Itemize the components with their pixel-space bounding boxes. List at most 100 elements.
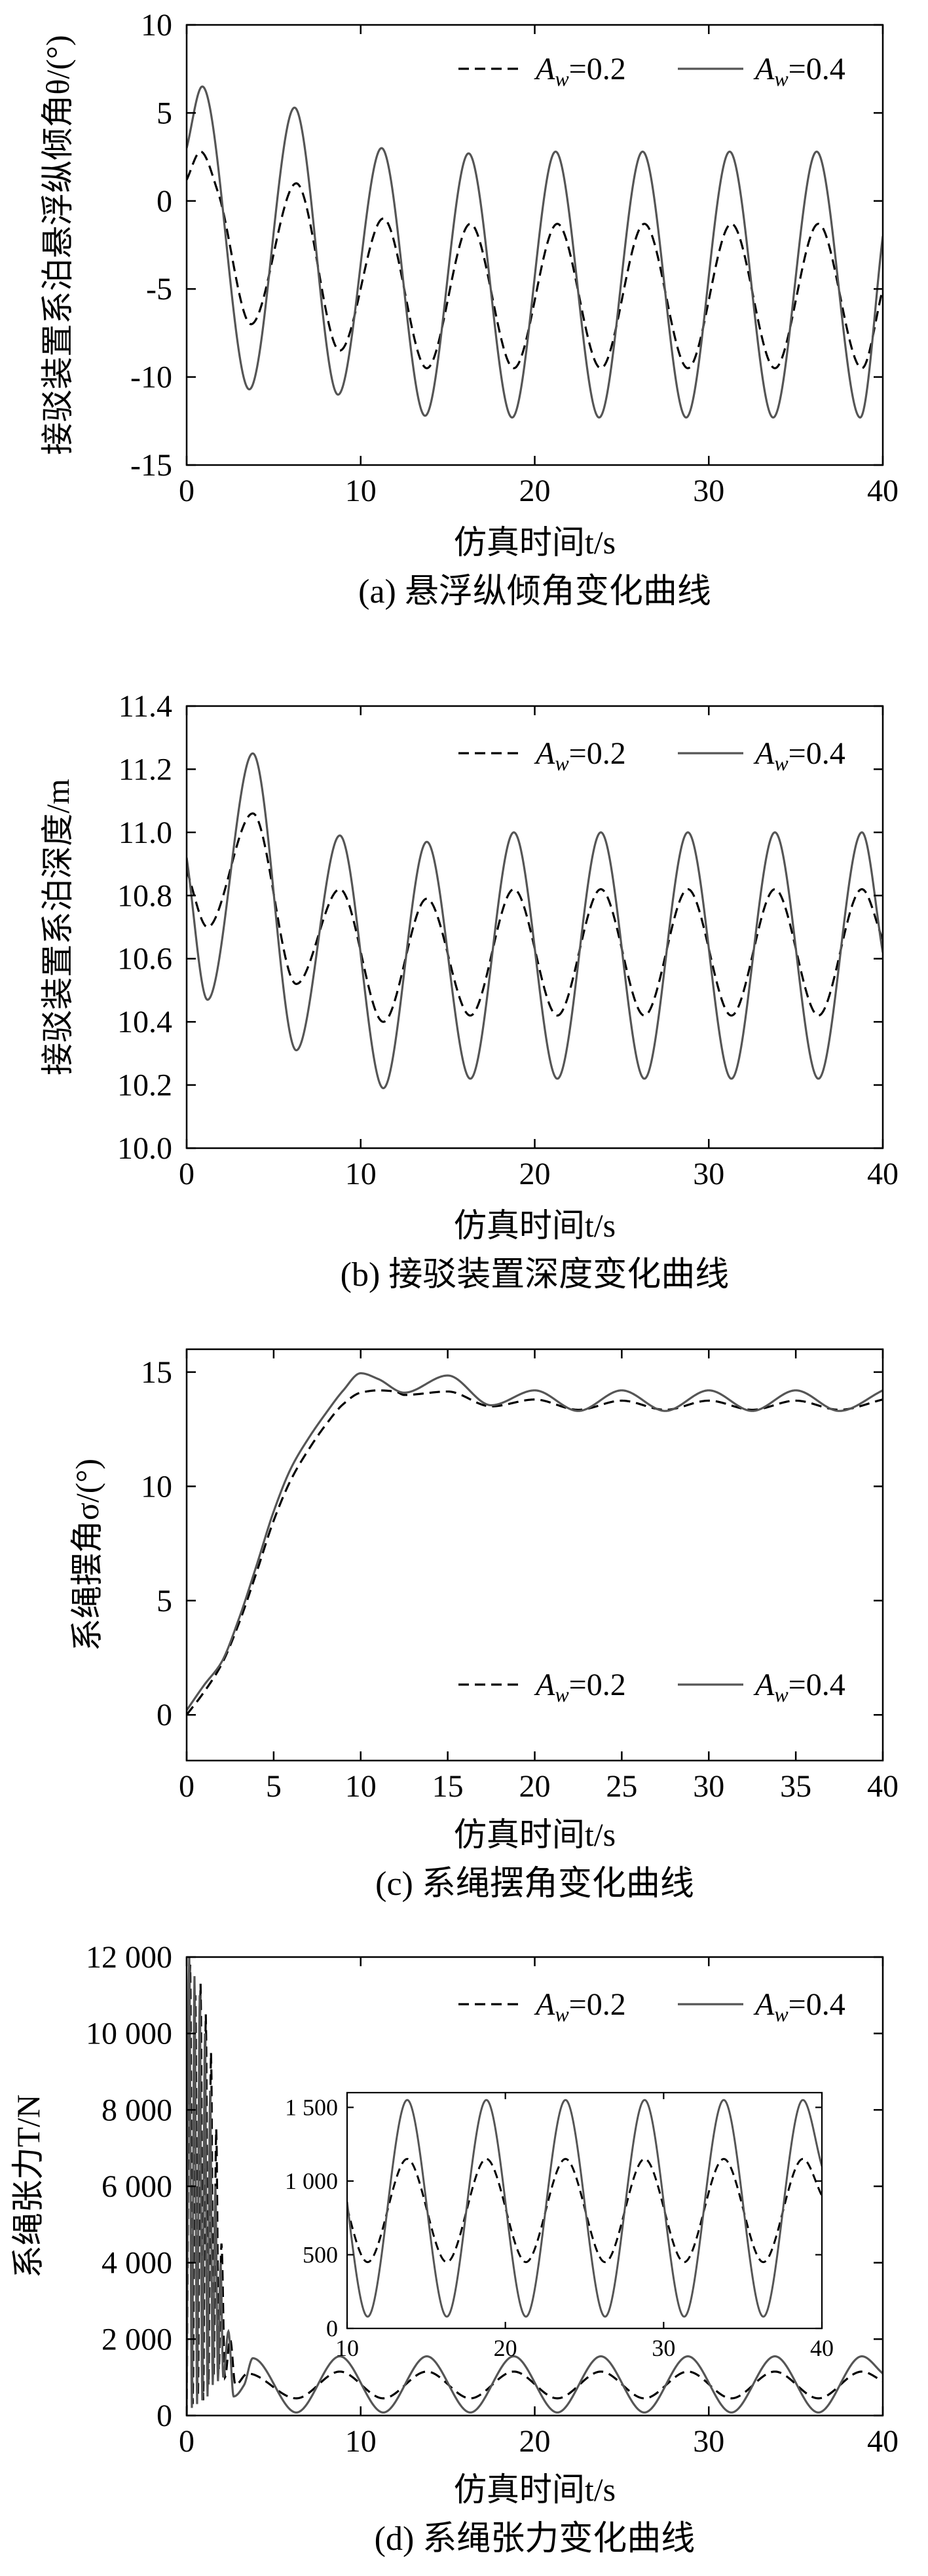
inset-chart: 10 20 30 40 0 500 1 000 1 500 (285, 2091, 834, 2361)
series-line-aw-0-4 (187, 1372, 883, 1711)
legend-item-aw-0-2: Aw=0.2 (458, 1987, 626, 2026)
y-tick-label: 11.0 (119, 815, 172, 850)
x-tick-label: 10 (345, 474, 377, 508)
y-tick-label: 10.6 (117, 942, 172, 977)
legend: Aw=0.2 Aw=0.4 (458, 1668, 845, 1706)
legend-symbol: A (534, 1668, 555, 1702)
x-tick-label: 20 (519, 474, 551, 508)
y-tick-label: 0 (157, 2399, 172, 2433)
series-line-aw-0-4 (187, 1957, 883, 2416)
y-tick-label: 12 000 (86, 1940, 172, 1975)
y-axis-title: 接驳装置系泊深度/m (39, 779, 76, 1075)
legend-label: Aw=0.2 (534, 1987, 626, 2026)
y-tick-label: 10.2 (117, 1068, 172, 1103)
legend-subscript: w (774, 751, 789, 775)
x-tick-label: 0 (179, 1769, 195, 1804)
x-tick-label: 40 (867, 1769, 899, 1804)
legend-value: =0.4 (789, 52, 845, 86)
y-tick-label: 2 000 (102, 2322, 172, 2357)
inset-frame (346, 2091, 823, 2330)
legend-symbol: A (534, 736, 555, 771)
inset-x-tick-label: 40 (810, 2335, 834, 2361)
x-tick-label: 30 (693, 1157, 724, 1191)
x-tick-label: 10 (345, 1157, 377, 1191)
y-tick-label: 6 000 (102, 2169, 172, 2204)
x-axis-title: 仿真时间t/s (454, 1207, 616, 1244)
y-axis-title: 系绳摆角σ/(°) (69, 1459, 105, 1651)
legend-subscript: w (555, 751, 569, 775)
inset-y-tick-label: 1 000 (285, 2168, 338, 2194)
legend-subscript: w (774, 2002, 789, 2026)
x-tick-label: 30 (693, 474, 724, 508)
y-tick-label: 0 (157, 184, 172, 219)
y-tick-label: 10.4 (117, 1005, 172, 1039)
y-tick-label: 5 (157, 1584, 172, 1618)
legend-symbol: A (753, 1987, 775, 2022)
y-tick-label: 5 (157, 96, 172, 130)
x-tick-label: 30 (693, 1769, 724, 1804)
legend-label: Aw=0.2 (534, 52, 626, 90)
y-tick-label: 8 000 (102, 2093, 172, 2127)
legend-value: =0.4 (789, 1987, 845, 2022)
series-line-aw-0-2 (187, 1389, 883, 1716)
legend-subscript: w (774, 1683, 789, 1706)
y-tick-label: 10 000 (86, 2017, 172, 2051)
x-tick-label: 30 (693, 2424, 724, 2459)
x-axis-title: 仿真时间t/s (454, 1816, 616, 1853)
legend-value: =0.4 (789, 736, 845, 771)
x-tick-label: 40 (867, 2424, 899, 2459)
series-line-aw-0-4 (187, 752, 883, 1090)
y-tick-label: 4 000 (102, 2246, 172, 2281)
x-tick-label: 0 (179, 2424, 195, 2459)
x-axis-title: 仿真时间t/s (454, 2471, 616, 2508)
legend-value: =0.2 (569, 52, 626, 86)
legend-item-aw-0-4: Aw=0.4 (678, 52, 845, 90)
plot-frame (185, 24, 884, 466)
y-tick-label: 10.0 (117, 1131, 172, 1166)
inset-x-tick-label: 30 (652, 2335, 675, 2361)
legend-item-aw-0-2: Aw=0.2 (458, 52, 626, 90)
x-tick-label: 20 (519, 1157, 551, 1191)
y-tick-label: -15 (130, 448, 172, 483)
legend-value: =0.4 (789, 1668, 845, 1702)
legend-symbol: A (753, 52, 775, 86)
y-tick-label: 15 (141, 1355, 172, 1390)
chart-2: 0 10 20 30 40 10.0 10.2 10.4 10.6 10.8 11.0 11.2 11.… (39, 689, 899, 1294)
legend-symbol: A (753, 736, 775, 771)
legend-symbol: A (534, 1987, 555, 2022)
y-tick-label: -10 (130, 360, 172, 395)
subfigure-caption: (c) 系绳摆角变化曲线 (375, 1865, 694, 1903)
legend-item-aw-0-4: Aw=0.4 (678, 1668, 845, 1706)
legend-subscript: w (555, 1683, 569, 1706)
legend-label: Aw=0.4 (753, 1987, 845, 2026)
inset-y-tick-label: 0 (326, 2315, 338, 2342)
chart-3: 0 5 10 15 20 25 30 35 40 0 5 10 15 系绳摆角σ/(°) 仿真时间t/s (c… (69, 1348, 899, 1903)
legend-subscript: w (774, 67, 789, 90)
x-tick-label: 0 (179, 1157, 195, 1191)
legend-symbol: A (534, 52, 555, 86)
legend-label: Aw=0.4 (753, 52, 845, 90)
legend-item-aw-0-4: Aw=0.4 (678, 1987, 845, 2026)
x-tick-label: 20 (519, 1769, 551, 1804)
y-tick-label: 10.8 (117, 878, 172, 913)
legend-subscript: w (555, 2002, 569, 2026)
subfigure-caption: (a) 悬浮纵倾角变化曲线 (358, 573, 711, 610)
legend: Aw=0.2 Aw=0.4 (458, 736, 845, 775)
x-tick-label: 20 (519, 2424, 551, 2459)
x-tick-label: 10 (345, 2424, 377, 2459)
x-tick-label: 0 (179, 474, 195, 508)
y-tick-label: 11.2 (119, 752, 172, 787)
legend-value: =0.2 (569, 1668, 626, 1702)
x-tick-label: 35 (780, 1769, 811, 1804)
legend-value: =0.2 (569, 1987, 626, 2022)
y-axis-title: 接驳装置系泊悬浮纵倾角θ/(°) (39, 35, 76, 455)
y-tick-label: -5 (146, 272, 172, 307)
series-line-aw-0-2 (187, 1964, 883, 2416)
y-tick-label: 0 (157, 1698, 172, 1732)
x-tick-label: 5 (266, 1769, 282, 1804)
inset-y-tick-label: 500 (303, 2242, 338, 2268)
inset-series-line-aw-0-4 (347, 2099, 822, 2318)
inset-y-tick-label: 1 500 (285, 2095, 338, 2121)
inset-x-tick-label: 10 (335, 2335, 359, 2361)
